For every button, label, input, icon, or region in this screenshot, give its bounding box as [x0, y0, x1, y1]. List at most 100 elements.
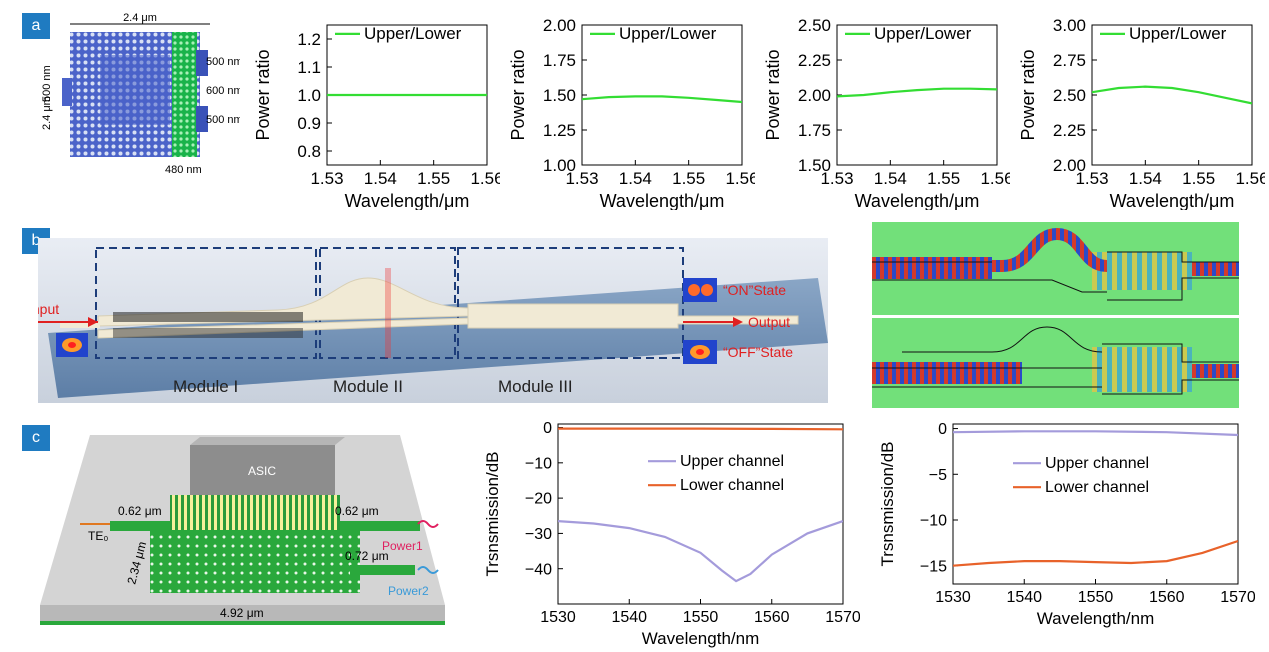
- field-off-state: [872, 318, 1239, 408]
- y-tick-label: 1.50: [543, 86, 576, 105]
- dim-072: 0.72 μm: [345, 549, 389, 563]
- dim-right-1: 500 nm: [206, 56, 240, 68]
- x-tick-label: 1530: [540, 609, 576, 626]
- dim-062-right: 0.62 μm: [335, 504, 379, 518]
- panel-label-c: c: [22, 425, 50, 451]
- y-tick-label: −30: [525, 526, 552, 543]
- series-line: [1092, 85, 1252, 105]
- x-tick-label: 1550: [683, 609, 719, 626]
- chart-a2: 1.53 1.54 1.55 1.56 1.00 1.25 1.50 1.75 2.00 Wave…: [508, 16, 755, 210]
- x-axis-label: Wavelength/μm: [1110, 191, 1235, 210]
- legend-label: Lower channel: [680, 477, 784, 494]
- x-tick-label: 1570: [1220, 589, 1255, 606]
- x-tick-label: 1.56: [725, 169, 755, 188]
- x-tick-label: 1.56: [470, 169, 500, 188]
- y-tick-label: 1.00: [543, 156, 576, 175]
- x-tick-label: 1.55: [672, 169, 705, 188]
- series-line: [558, 520, 843, 583]
- series-line: [558, 427, 843, 431]
- series-line: [953, 430, 1238, 437]
- x-tick-label: 1540: [1006, 589, 1042, 606]
- x-tick-label: 1.53: [1075, 169, 1108, 188]
- on-state-label: “ON”State: [723, 282, 786, 298]
- y-axis-label: Power ratio: [763, 49, 783, 140]
- plot-frame: [557, 423, 844, 605]
- field-on-state: [872, 222, 1239, 315]
- te0-label: TE₀: [88, 529, 108, 543]
- x-tick-label: 1.56: [980, 169, 1010, 188]
- x-tick-label: 1540: [611, 609, 647, 626]
- output-region: [172, 32, 197, 157]
- y-tick-label: 1.1: [297, 58, 321, 77]
- x-tick-label: 1550: [1078, 589, 1114, 606]
- y-axis-label: Power ratio: [508, 49, 528, 140]
- power1-label: Power1: [382, 539, 423, 553]
- x-tick-label: 1.53: [820, 169, 853, 188]
- x-tick-label: 1.53: [310, 169, 343, 188]
- legend-label: Upper channel: [1045, 455, 1149, 472]
- plot-frame: [952, 423, 1239, 585]
- plot-frame: [581, 24, 743, 166]
- y-tick-label: 2.00: [1053, 156, 1086, 175]
- dim-right-3: 500 nm: [206, 114, 240, 126]
- y-tick-label: 2.75: [1053, 51, 1086, 70]
- field-simulations: [872, 222, 1239, 408]
- module-1-label: Module I: [173, 377, 238, 396]
- series-line: [837, 87, 997, 98]
- x-tick-label: 1.56: [1235, 169, 1265, 188]
- off-state-label: “OFF”State: [723, 344, 793, 360]
- y-tick-label: 1.75: [543, 51, 576, 70]
- x-axis-label: Wavelength/μm: [855, 191, 980, 210]
- y-tick-label: 0: [938, 421, 947, 438]
- x-axis-label: Wavelength/nm: [642, 629, 759, 648]
- module-3-label: Module III: [498, 377, 573, 396]
- x-axis-label: Wavelength/nm: [1037, 609, 1154, 628]
- x-tick-label: 1560: [754, 609, 790, 626]
- y-tick-label: 2.50: [1053, 86, 1086, 105]
- chart-a3: 1.53 1.54 1.55 1.56 1.50 1.75 2.00 2.25 2.50 Wave…: [763, 16, 1010, 210]
- dim-492: 4.92 μm: [220, 606, 264, 620]
- y-axis-label: Power ratio: [1018, 49, 1038, 140]
- y-tick-label: 1.50: [798, 156, 831, 175]
- legend-label: Upper/Lower: [364, 24, 462, 43]
- x-tick-label: 1.54: [364, 169, 397, 188]
- y-tick-label: 1.0: [297, 86, 321, 105]
- x-tick-label: 1570: [825, 609, 860, 626]
- panel-b-device: Input Output “ON”State “OFF”State Module…: [38, 238, 828, 403]
- y-axis-label: Trsnsmission/dB: [878, 441, 897, 566]
- x-tick-label: 1.54: [874, 169, 907, 188]
- series-line: [953, 539, 1238, 567]
- y-tick-label: −5: [929, 467, 947, 484]
- y-tick-label: 1.2: [297, 30, 321, 49]
- series-line: [582, 95, 742, 104]
- x-tick-label: 1.55: [927, 169, 960, 188]
- y-tick-label: 2.00: [543, 16, 576, 35]
- y-tick-label: −10: [525, 455, 552, 472]
- dim-062-left: 0.62 μm: [118, 504, 162, 518]
- input-label: Input: [38, 301, 59, 317]
- electrode-array: [170, 495, 340, 530]
- asic-chip: [190, 445, 335, 495]
- chart-a1: 1.53 1.54 1.55 1.56 0.8 0.9 1.0 1.1 1.2 Wavelengt…: [253, 24, 500, 210]
- y-tick-label: −40: [525, 561, 552, 578]
- y-tick-label: −20: [525, 491, 552, 508]
- x-tick-label: 1.54: [1129, 169, 1162, 188]
- coupler-region: [150, 530, 360, 593]
- y-tick-label: 2.25: [1053, 121, 1086, 140]
- chart-c2: 1530 1540 1550 1560 1570 0 −5 −10 −15 Wavelength/…: [878, 421, 1255, 628]
- dim-left: 500 nm: [41, 65, 53, 102]
- x-tick-label: 1.55: [1182, 169, 1215, 188]
- dim-bottom: 480 nm: [165, 164, 202, 176]
- y-tick-label: −15: [920, 558, 947, 575]
- power2-label: Power2: [388, 584, 429, 598]
- legend-label: Upper/Lower: [874, 24, 972, 43]
- y-tick-label: 2.00: [798, 86, 831, 105]
- y-axis-label: Power ratio: [253, 49, 273, 140]
- chart-a4: 1.53 1.54 1.55 1.56 2.00 2.25 2.50 2.75 3.00 Wave…: [1018, 16, 1265, 210]
- x-tick-label: 1.54: [619, 169, 652, 188]
- legend-label: Upper/Lower: [619, 24, 717, 43]
- dim-right-2: 600 nm: [206, 85, 240, 97]
- x-tick-label: 1530: [935, 589, 971, 606]
- legend-label: Upper/Lower: [1129, 24, 1227, 43]
- dim-height: 2.4 μm: [41, 96, 53, 130]
